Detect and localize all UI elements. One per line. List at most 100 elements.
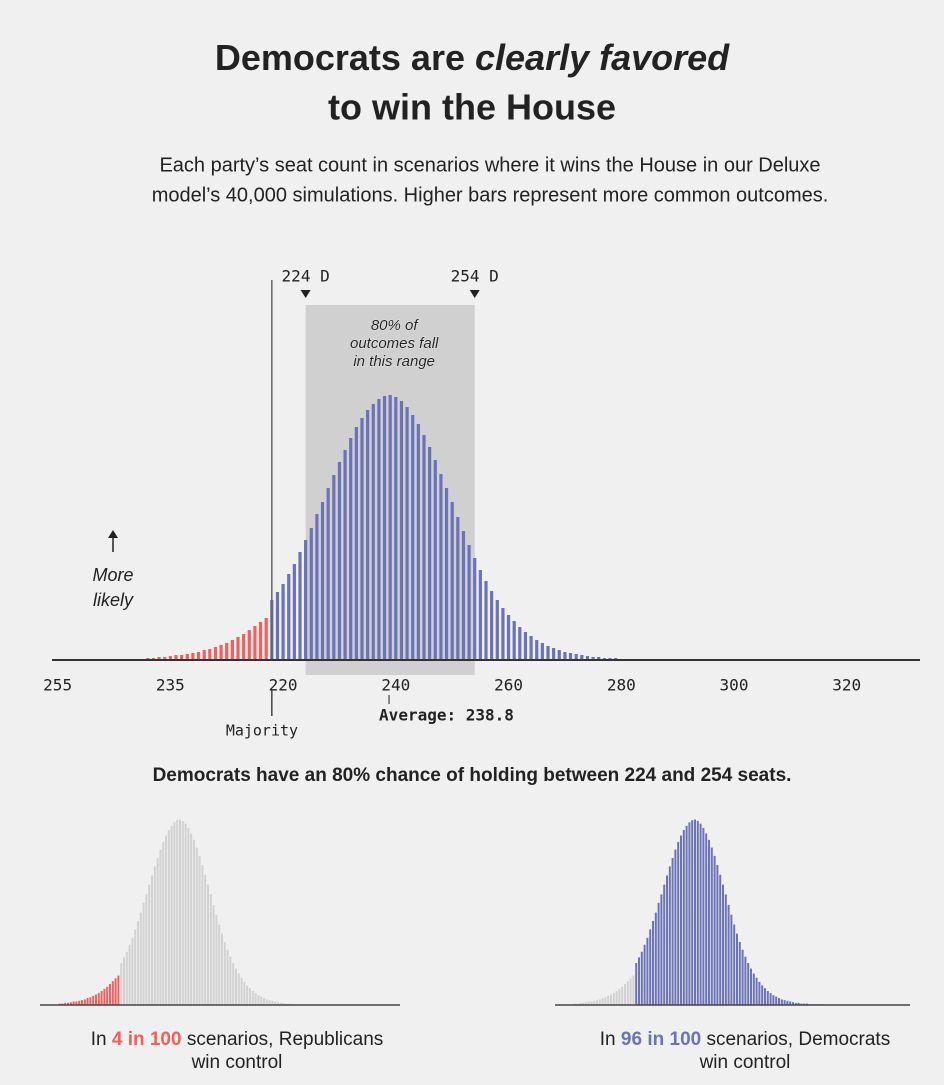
bar xyxy=(304,540,308,660)
bar xyxy=(563,652,567,660)
small-bar xyxy=(237,973,240,1005)
small-bar xyxy=(125,951,128,1005)
range-label: 254 D xyxy=(451,267,499,286)
small-bar xyxy=(680,835,682,1005)
bar xyxy=(315,514,319,660)
bar xyxy=(552,648,556,660)
small-bar xyxy=(643,944,646,1005)
range-label: 224 D xyxy=(282,267,330,286)
chart-title: Democrats are clearly favored xyxy=(215,37,730,78)
small-bar xyxy=(92,995,95,1005)
bar xyxy=(444,488,449,660)
small-bar xyxy=(794,1002,797,1005)
small-bar xyxy=(69,1002,72,1005)
small-bar xyxy=(624,984,626,1005)
small-bar xyxy=(685,825,688,1005)
small-bar xyxy=(271,1000,274,1005)
small-bar xyxy=(120,963,123,1005)
small-bar xyxy=(596,1000,598,1005)
bar xyxy=(439,474,443,660)
bar xyxy=(535,640,539,660)
small-bar xyxy=(708,839,710,1005)
small-bar xyxy=(137,921,139,1005)
headline: Democrats have an 80% chance of holding … xyxy=(153,765,792,786)
small-bar xyxy=(162,841,165,1005)
small-bar xyxy=(153,866,156,1005)
small-bar xyxy=(243,981,246,1005)
small-bar xyxy=(719,874,722,1005)
small-bar xyxy=(750,968,752,1005)
small-bar xyxy=(579,1002,582,1005)
bar xyxy=(180,655,184,660)
x-tick-label: 240 xyxy=(381,676,410,695)
bar xyxy=(484,581,488,660)
bar xyxy=(377,399,381,660)
small-bar xyxy=(111,981,114,1005)
bar xyxy=(326,488,330,660)
bar xyxy=(366,410,370,660)
caption-highlight: 96 in 100 xyxy=(621,1029,701,1050)
small-bar xyxy=(587,1001,590,1005)
x-tick-label: 280 xyxy=(607,676,636,695)
bar xyxy=(422,435,426,660)
bar xyxy=(225,643,229,660)
small-bar xyxy=(64,1002,67,1005)
bar xyxy=(343,450,347,660)
small-caption: win control xyxy=(699,1052,791,1073)
bar xyxy=(292,564,296,660)
small-bar xyxy=(181,820,184,1005)
small-bar xyxy=(232,963,235,1005)
bar xyxy=(529,636,533,660)
bar xyxy=(382,396,387,660)
small-bar xyxy=(173,822,176,1005)
bar xyxy=(585,656,590,660)
small-bar xyxy=(612,993,615,1005)
small-bar xyxy=(666,875,668,1005)
bar xyxy=(450,502,454,660)
small-bar xyxy=(282,1002,285,1005)
small-bar xyxy=(584,1002,587,1005)
bar xyxy=(405,407,409,660)
x-tick-label: 220 xyxy=(269,676,298,695)
bar xyxy=(597,657,601,660)
x-tick-label: 235 xyxy=(156,676,185,695)
x-tick-label: 320 xyxy=(832,676,861,695)
range-note: in this range xyxy=(353,353,435,370)
small-bar xyxy=(179,819,181,1005)
bar xyxy=(411,415,415,660)
small-bar xyxy=(72,1001,75,1005)
small-bar xyxy=(654,912,657,1005)
bar xyxy=(399,401,404,660)
small-bar xyxy=(772,995,775,1005)
small-bar xyxy=(159,849,162,1005)
x-tick-label: 300 xyxy=(720,676,749,695)
bar xyxy=(591,657,595,660)
small-bar xyxy=(688,822,691,1005)
small-bar xyxy=(215,914,218,1005)
small-bar xyxy=(789,1001,792,1005)
small-bar xyxy=(621,986,624,1005)
small-bar xyxy=(198,855,201,1005)
small-bar xyxy=(201,865,204,1005)
small-bar xyxy=(128,944,131,1005)
small-bar xyxy=(260,996,263,1005)
majority-label: Majority xyxy=(226,722,298,740)
small-bar xyxy=(727,904,730,1005)
bar xyxy=(416,424,420,660)
small-bar xyxy=(265,999,268,1005)
small-bar xyxy=(81,1000,83,1005)
bar xyxy=(490,591,494,660)
caption-prefix: In xyxy=(600,1029,616,1050)
small-bar xyxy=(640,951,643,1005)
small-bar xyxy=(142,902,145,1005)
small-bar xyxy=(705,833,708,1005)
small-bar xyxy=(123,957,125,1005)
small-bar xyxy=(766,991,769,1005)
caption-rest: scenarios, Republicans xyxy=(187,1029,383,1050)
bar xyxy=(512,621,516,660)
small-bar xyxy=(106,986,109,1005)
small-bar xyxy=(736,933,738,1005)
small-bar xyxy=(279,1002,282,1005)
small-bar xyxy=(691,820,694,1005)
